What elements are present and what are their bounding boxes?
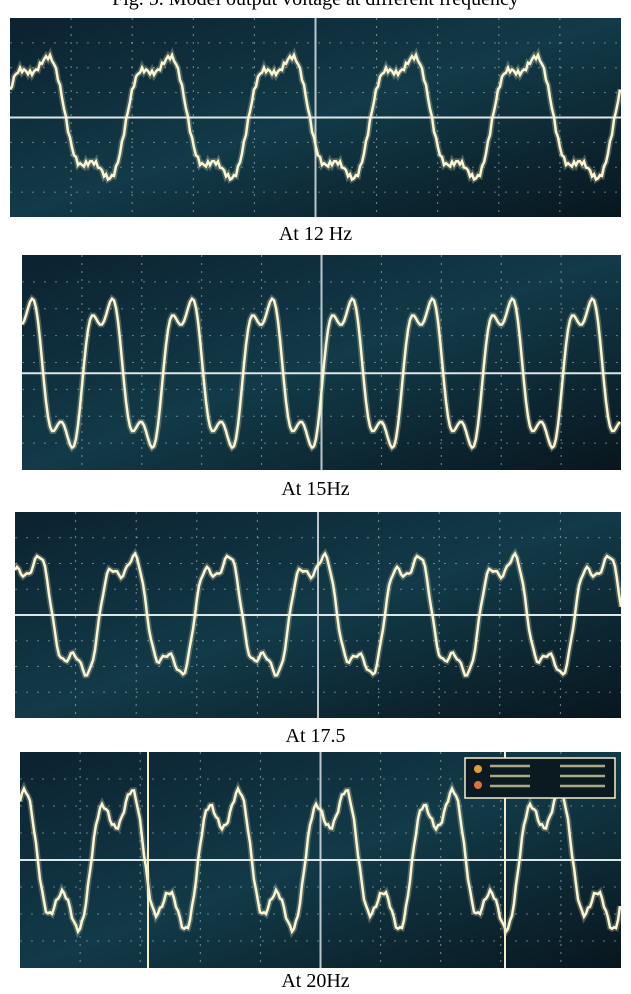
figure-caption: Fig. 5. Model output voltage at differen…	[0, 0, 631, 11]
panel-caption: At 20Hz	[281, 970, 350, 992]
waveform	[10, 51, 621, 182]
panel-caption: At 12 Hz	[278, 223, 353, 245]
scope-screenshot	[15, 512, 621, 718]
scope-screenshot	[20, 752, 621, 968]
cursor-readout-box	[464, 757, 616, 799]
waveform	[22, 296, 621, 450]
waveform	[15, 551, 621, 677]
panel-caption: At 17.5	[285, 725, 346, 747]
scope-screenshot	[22, 255, 621, 470]
cursor-icon	[474, 781, 482, 789]
waveform	[20, 785, 621, 935]
scope-screenshot	[10, 18, 621, 217]
panel-caption: At 15Hz	[281, 478, 350, 500]
cursor-icon	[474, 765, 482, 773]
